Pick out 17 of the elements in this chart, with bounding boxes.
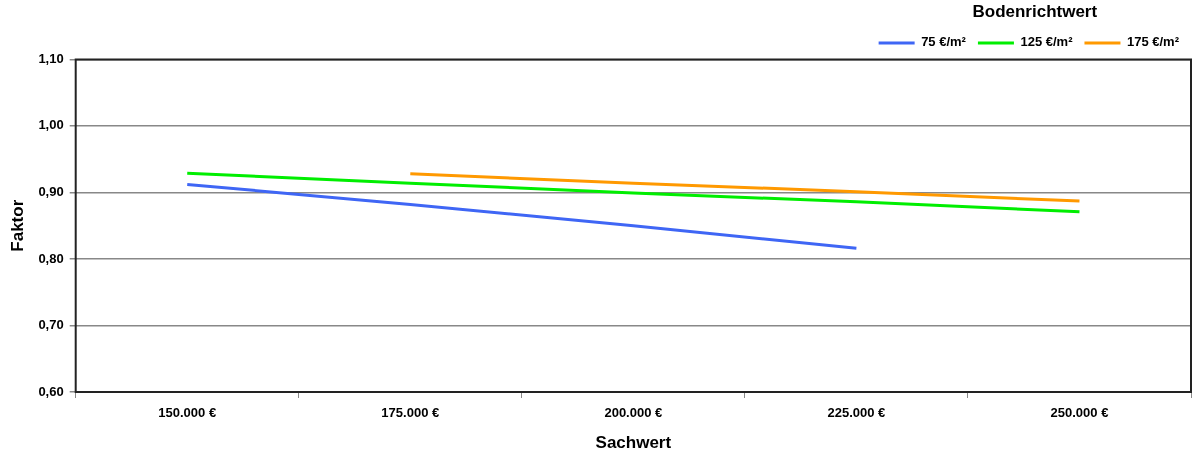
- legend-label: 75 €/m²: [921, 34, 967, 50]
- y-tick-label: 0,80: [38, 250, 64, 266]
- x-tick-label: 250.000 €: [1050, 405, 1109, 421]
- y-tick-label: 0,90: [38, 184, 64, 200]
- legend-label: 125 €/m²: [1020, 34, 1074, 50]
- y-tick-label: 0,70: [38, 317, 64, 333]
- y-tick-label: 1,00: [38, 117, 64, 133]
- x-tick-label: 150.000 €: [158, 405, 217, 421]
- x-tick-label: 225.000 €: [827, 405, 886, 421]
- x-tick-label: 200.000 €: [604, 405, 663, 421]
- legend-title: Bodenrichtwert: [972, 2, 1098, 22]
- x-axis-title: Sachwert: [595, 433, 672, 453]
- x-tick-label: 175.000 €: [381, 405, 440, 421]
- y-tick-label: 0,60: [38, 383, 64, 399]
- y-tick-label: 1,10: [38, 50, 64, 66]
- y-axis-title: Faktor: [7, 199, 27, 252]
- legend-label: 175 €/m²: [1126, 34, 1180, 50]
